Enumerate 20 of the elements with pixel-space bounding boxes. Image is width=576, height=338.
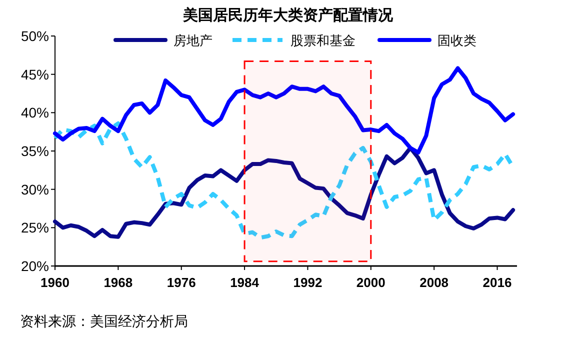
y-tick-label: 35% <box>20 143 49 159</box>
x-tick-label: 1968 <box>104 275 133 290</box>
x-tick-label: 2008 <box>420 275 449 290</box>
title: 美国居民历年大类资产配置情况 <box>183 8 393 24</box>
x-tick-label: 1992 <box>293 275 322 290</box>
x-tick-label: 2000 <box>356 275 386 290</box>
x-tick-label: 1976 <box>166 275 196 290</box>
legend-label: 房地产 <box>174 33 212 48</box>
y-tick-label: 25% <box>20 220 49 236</box>
legend-label: 股票和基金 <box>290 33 356 48</box>
x-tick-label: 2016 <box>482 275 512 290</box>
y-tick-label: 30% <box>20 181 49 198</box>
annotation: 资料来源：美国经济分析局 <box>20 313 188 329</box>
legend-label: 固收类 <box>438 33 476 48</box>
y-tick-label: 50% <box>20 28 49 44</box>
x-tick-label: 1984 <box>230 275 260 290</box>
y-tick-label: 45% <box>20 66 49 82</box>
y-tick-label: 40% <box>20 104 49 121</box>
x-tick-label: 1960 <box>40 275 70 290</box>
y-tick-label: 20% <box>20 258 49 274</box>
